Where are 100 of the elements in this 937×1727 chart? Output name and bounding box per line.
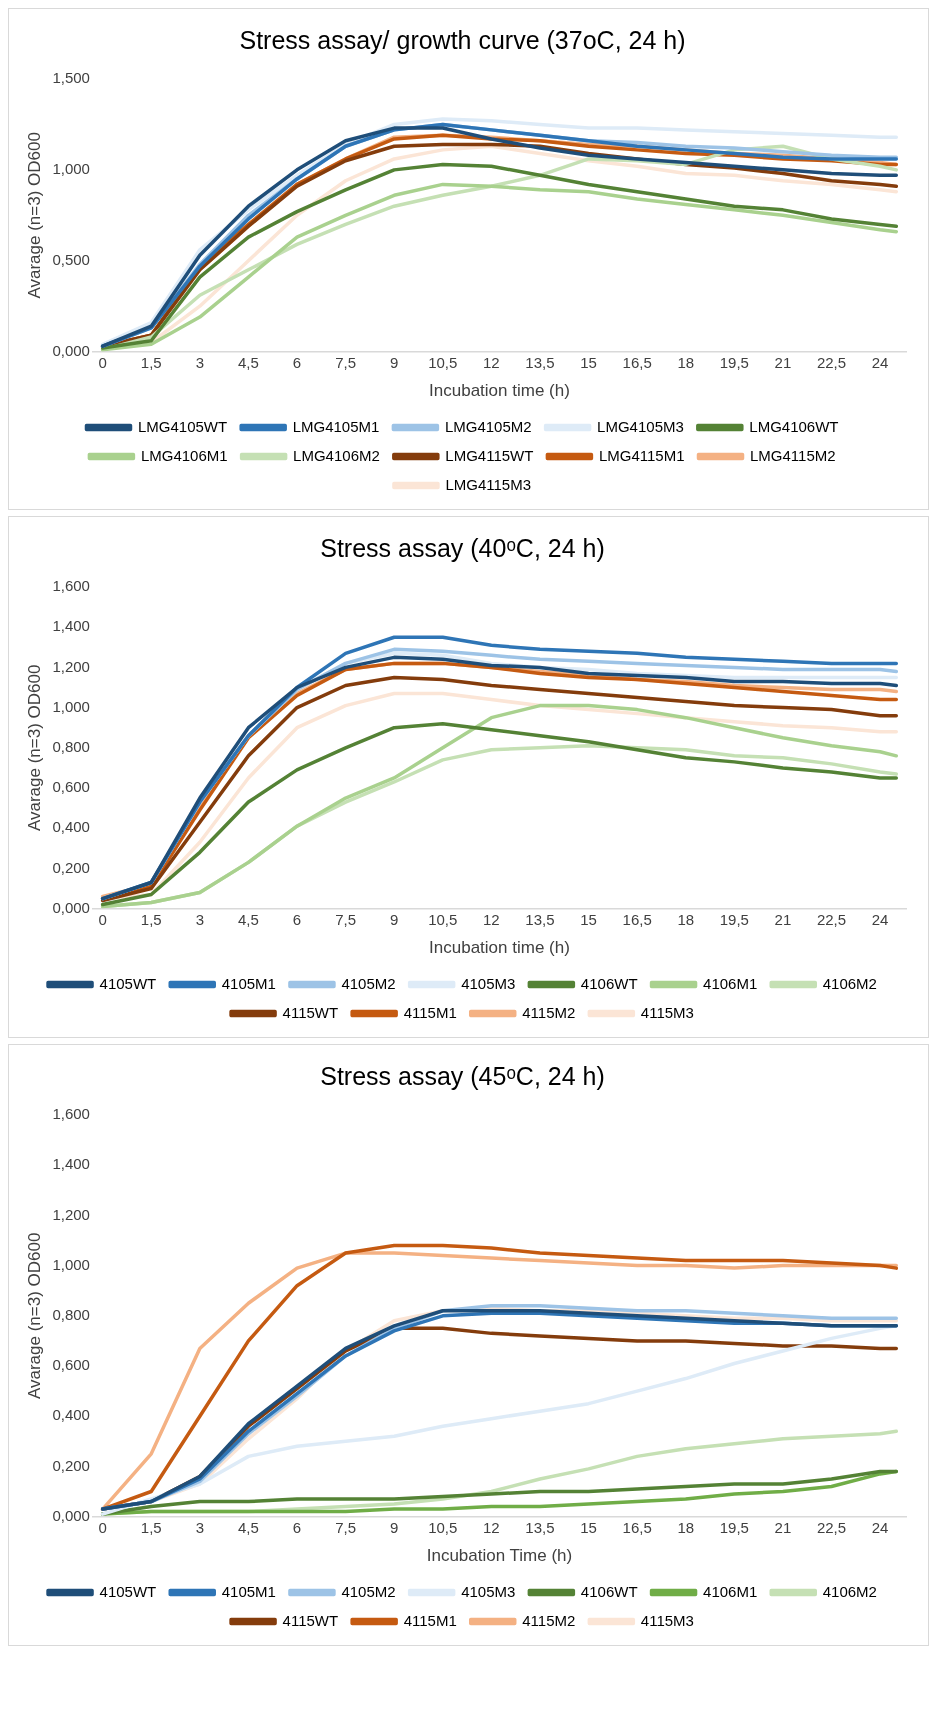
x-tick-label: 13,5 bbox=[525, 910, 555, 928]
x-tick-label: 0 bbox=[98, 353, 107, 371]
x-tick-label: 12 bbox=[483, 353, 500, 371]
y-tick-label: 1,400 bbox=[52, 1155, 90, 1173]
y-axis-title: Avarage (n=3) OD600 bbox=[24, 1232, 44, 1400]
y-tick-label: 0,200 bbox=[52, 858, 90, 876]
chart-title: Stress assay (45ᵒC, 24 h) bbox=[320, 1061, 605, 1090]
x-tick-label: 16,5 bbox=[622, 1518, 652, 1536]
x-tick-label: 24 bbox=[871, 353, 889, 371]
x-tick-label: 9 bbox=[390, 1518, 399, 1536]
y-tick-label: 0,200 bbox=[52, 1456, 90, 1474]
legend-label: 4106M2 bbox=[822, 1582, 877, 1600]
legend-label: LMG4115M3 bbox=[445, 475, 532, 493]
x-tick-label: 15 bbox=[580, 353, 597, 371]
y-axis-title: Avarage (n=3) OD600 bbox=[24, 664, 44, 832]
legend-label: 4115M2 bbox=[522, 1611, 576, 1629]
legend-label: 4105WT bbox=[99, 974, 157, 992]
y-tick-label: 0,400 bbox=[52, 1406, 90, 1424]
x-tick-label: 1,5 bbox=[140, 353, 162, 371]
x-axis-title: Incubation Time (h) bbox=[426, 1546, 573, 1566]
legend-label: 4115M1 bbox=[403, 1611, 457, 1629]
legend-label: 4115WT bbox=[282, 1003, 339, 1021]
x-axis-title: Incubation time (h) bbox=[429, 381, 570, 401]
legend-label: LMG4115M1 bbox=[598, 446, 685, 464]
x-tick-label: 19,5 bbox=[719, 353, 749, 371]
y-tick-label: 0,600 bbox=[52, 1356, 90, 1374]
x-tick-label: 21 bbox=[774, 910, 792, 928]
x-tick-label: 10,5 bbox=[428, 1518, 458, 1536]
x-tick-label: 3 bbox=[195, 1518, 205, 1536]
legend-label: LMG4105WT bbox=[137, 417, 228, 435]
x-tick-label: 7,5 bbox=[335, 353, 357, 371]
y-axis-title: Avarage (n=3) OD600 bbox=[24, 132, 44, 299]
x-tick-label: 15 bbox=[580, 1518, 597, 1536]
y-tick-label: 0,800 bbox=[52, 737, 90, 755]
legend-label: 4115M2 bbox=[522, 1003, 576, 1021]
x-tick-label: 12 bbox=[483, 1518, 500, 1536]
legend-label: 4105M3 bbox=[461, 974, 516, 992]
x-tick-label: 16,5 bbox=[622, 910, 652, 928]
x-tick-label: 22,5 bbox=[816, 353, 847, 371]
x-tick-label: 18 bbox=[677, 353, 695, 371]
x-tick-label: 13,5 bbox=[525, 1518, 555, 1536]
x-tick-label: 15 bbox=[580, 910, 597, 928]
legend-label: LMG4105M1 bbox=[292, 417, 380, 435]
y-tick-label: 0,000 bbox=[52, 1506, 90, 1524]
y-tick-label: 0,400 bbox=[52, 818, 90, 836]
y-tick-label: 0,600 bbox=[52, 778, 90, 796]
x-tick-label: 9 bbox=[390, 910, 399, 928]
chart-title: Stress assay/ growth curve (37oC, 24 h) bbox=[239, 25, 686, 54]
x-tick-label: 18 bbox=[677, 910, 695, 928]
legend-label: LMG4106M2 bbox=[293, 446, 380, 464]
x-tick-label: 10,5 bbox=[428, 910, 458, 928]
y-tick-label: 0,000 bbox=[52, 898, 90, 916]
x-tick-label: 12 bbox=[483, 910, 500, 928]
x-tick-label: 21 bbox=[774, 1518, 792, 1536]
y-tick-label: 0,800 bbox=[52, 1305, 90, 1323]
legend-label: 4105M2 bbox=[341, 1582, 396, 1600]
x-tick-label: 3 bbox=[195, 353, 205, 371]
legend-label: LMG4105M2 bbox=[444, 417, 532, 435]
x-tick-label: 0 bbox=[98, 1518, 107, 1536]
x-tick-label: 1,5 bbox=[140, 910, 162, 928]
x-tick-label: 7,5 bbox=[335, 1518, 357, 1536]
legend-label: 4105M1 bbox=[221, 1582, 276, 1600]
legend-label: 4105WT bbox=[99, 1582, 157, 1600]
x-tick-label: 6 bbox=[292, 1518, 302, 1536]
legend-label: 4105M3 bbox=[461, 1582, 516, 1600]
legend-label: LMG4105M3 bbox=[597, 417, 684, 435]
y-tick-label: 1,000 bbox=[52, 160, 90, 178]
chart-title: Stress assay (40ᵒC, 24 h) bbox=[320, 533, 605, 562]
legend-label: 4106M2 bbox=[822, 974, 877, 992]
x-tick-label: 0 bbox=[98, 910, 107, 928]
y-tick-label: 0,500 bbox=[52, 250, 90, 268]
legend-label: LMG4115M2 bbox=[750, 446, 836, 464]
y-tick-label: 1,000 bbox=[52, 697, 90, 715]
x-tick-label: 24 bbox=[871, 1518, 889, 1536]
legend-label: 4115M1 bbox=[403, 1003, 457, 1021]
x-tick-label: 3 bbox=[195, 910, 205, 928]
legend-label: 4106M1 bbox=[703, 974, 758, 992]
x-tick-label: 19,5 bbox=[719, 910, 749, 928]
x-tick-label: 21 bbox=[774, 353, 792, 371]
y-tick-label: 1,600 bbox=[52, 1105, 90, 1123]
x-tick-label: 4,5 bbox=[237, 910, 259, 928]
x-tick-label: 16,5 bbox=[622, 353, 652, 371]
legend-label: 4105M2 bbox=[341, 974, 396, 992]
x-tick-label: 6 bbox=[292, 353, 302, 371]
y-tick-label: 1,200 bbox=[52, 1205, 90, 1223]
legend-label: 4106WT bbox=[580, 974, 638, 992]
legend-label: 4115M3 bbox=[640, 1003, 694, 1021]
legend-label: LMG4115WT bbox=[445, 446, 534, 464]
x-tick-label: 19,5 bbox=[719, 1518, 749, 1536]
x-tick-label: 9 bbox=[390, 353, 399, 371]
y-tick-label: 0,000 bbox=[52, 341, 90, 359]
legend-label: 4106M1 bbox=[703, 1582, 758, 1600]
legend-label: 4106WT bbox=[580, 1582, 638, 1600]
x-tick-label: 4,5 bbox=[237, 353, 259, 371]
legend-label: 4105M1 bbox=[221, 974, 276, 992]
x-tick-label: 4,5 bbox=[237, 1518, 259, 1536]
x-tick-label: 18 bbox=[677, 1518, 695, 1536]
y-tick-label: 1,000 bbox=[52, 1255, 90, 1273]
y-tick-label: 1,500 bbox=[52, 69, 90, 87]
x-tick-label: 22,5 bbox=[816, 1518, 847, 1536]
